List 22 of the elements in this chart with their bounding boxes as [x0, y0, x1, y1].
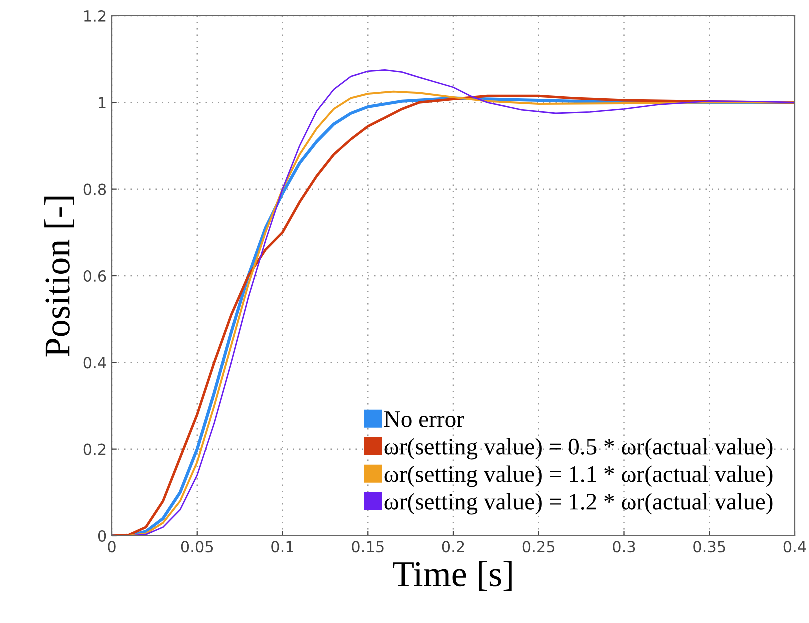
x-tick-label: 0.25 [522, 541, 555, 553]
x-tick-label: 0.15 [352, 541, 384, 553]
x-axis-title: Time [s] [393, 561, 512, 592]
x-tick-label: 0 [108, 541, 116, 553]
y-tick-label: 0 [98, 530, 106, 542]
x-tick-label: 0.35 [694, 541, 726, 553]
y-tick-label: 0.6 [84, 270, 106, 282]
y-tick-label: 1.2 [84, 10, 106, 22]
legend-label: ωr(setting value) = 0.5 * ωr(actual value) [384, 438, 773, 460]
legend-label: ωr(setting value) = 1.1 * ωr(actual value) [384, 466, 773, 488]
y-axis-title: Position [-] [44, 196, 74, 357]
x-tick-label: 0.2 [442, 541, 464, 553]
x-tick-label: 0.05 [181, 541, 214, 553]
y-tick-label: 0.4 [84, 357, 106, 369]
x-tick-label: 0.4 [784, 541, 806, 553]
y-tick-label: 0.2 [84, 444, 106, 456]
y-tick-label: 1 [99, 97, 106, 108]
legend-label: ωr(setting value) = 1.2 * ωr(actual value) [384, 493, 773, 515]
y-tick-label: 0.8 [84, 184, 106, 196]
x-tick-label: 0.3 [613, 541, 636, 553]
x-tick-label: 0.1 [272, 541, 294, 553]
legend-label: No error [384, 412, 464, 428]
